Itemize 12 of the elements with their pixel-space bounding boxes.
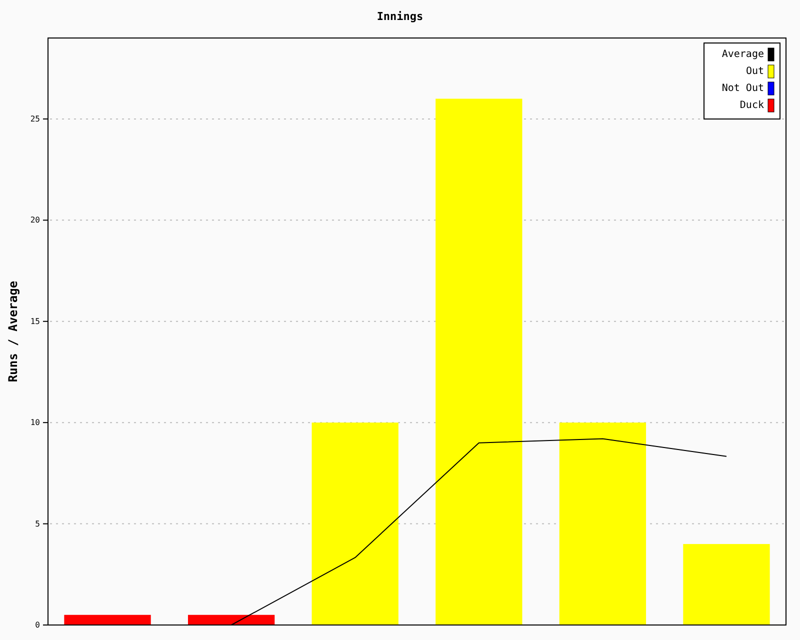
legend-label: Out bbox=[746, 66, 764, 77]
y-tick-label: 15 bbox=[30, 316, 40, 326]
chart-title: Innings bbox=[376, 10, 424, 23]
y-axis-title: Runs / Average bbox=[6, 280, 20, 382]
legend-label: Not Out bbox=[722, 83, 764, 94]
legend-label: Average bbox=[722, 49, 764, 60]
y-tick-label: 0 bbox=[35, 620, 40, 630]
y-tick-label: 10 bbox=[30, 418, 40, 428]
y-tick-label: 5 bbox=[35, 519, 40, 528]
y-tick-label: 25 bbox=[30, 114, 40, 124]
y-tick-label: 20 bbox=[30, 216, 40, 225]
legend-label: Duck bbox=[740, 100, 764, 111]
